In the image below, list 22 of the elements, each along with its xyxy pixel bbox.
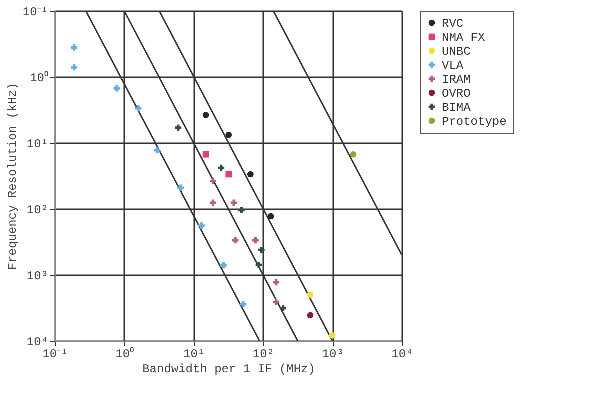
x-tick-label: 10⁰ — [116, 346, 134, 362]
y-tick-label: 10¹ — [26, 138, 48, 152]
x-tick-label: 10⁴ — [392, 348, 414, 362]
legend-label: UNBC — [442, 45, 471, 59]
legend-label: NMA FX — [442, 31, 486, 45]
y-axis-title: Frequency Resolution (kHz) — [6, 82, 20, 270]
x-tick-label: 10³ — [322, 348, 344, 362]
x-tick-label: 10¹ — [183, 348, 206, 362]
x-axis-title: Bandwidth per 1 IF (MHz) — [142, 362, 316, 376]
legend-label: VLA — [442, 59, 464, 73]
legend-label: BIMA — [442, 101, 472, 115]
y-tick-label: 10² — [26, 204, 48, 218]
y-tick-label: 10⁴ — [26, 336, 48, 350]
x-tick-label: 10⁻¹ — [42, 348, 68, 362]
legend-label: OVRO — [442, 87, 471, 101]
y-tick-label: 10⁻¹ — [22, 6, 48, 20]
legend-label: RVC — [442, 17, 464, 31]
x-tick-label: 10² — [252, 348, 275, 362]
legend-label: IRAM — [442, 73, 471, 87]
y-tick-label: 10³ — [26, 270, 48, 284]
legend-label: Prototype — [442, 115, 507, 129]
y-tick-label: 10⁰ — [30, 70, 48, 86]
